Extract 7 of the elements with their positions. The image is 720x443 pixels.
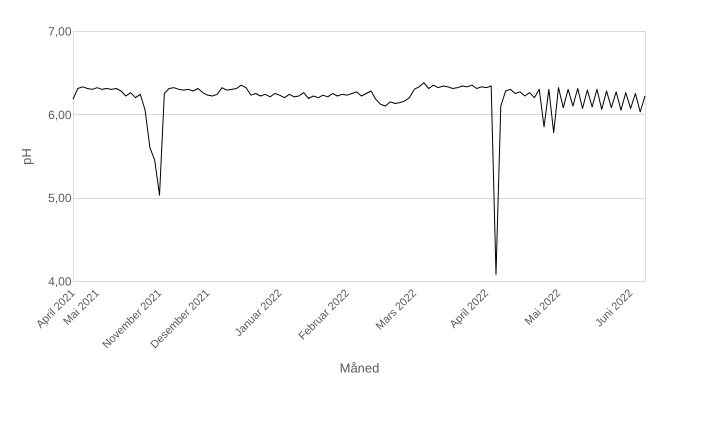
- y-tick-label: 6,00: [48, 108, 72, 122]
- y-tick-label: 5,00: [48, 191, 72, 206]
- y-tick-label: 7,00: [48, 24, 72, 38]
- y-axis-title: pH: [19, 148, 34, 165]
- x-axis-title: Måned: [340, 360, 380, 376]
- y-tick-label: 4,00: [48, 274, 72, 288]
- line-series: [72, 82, 646, 275]
